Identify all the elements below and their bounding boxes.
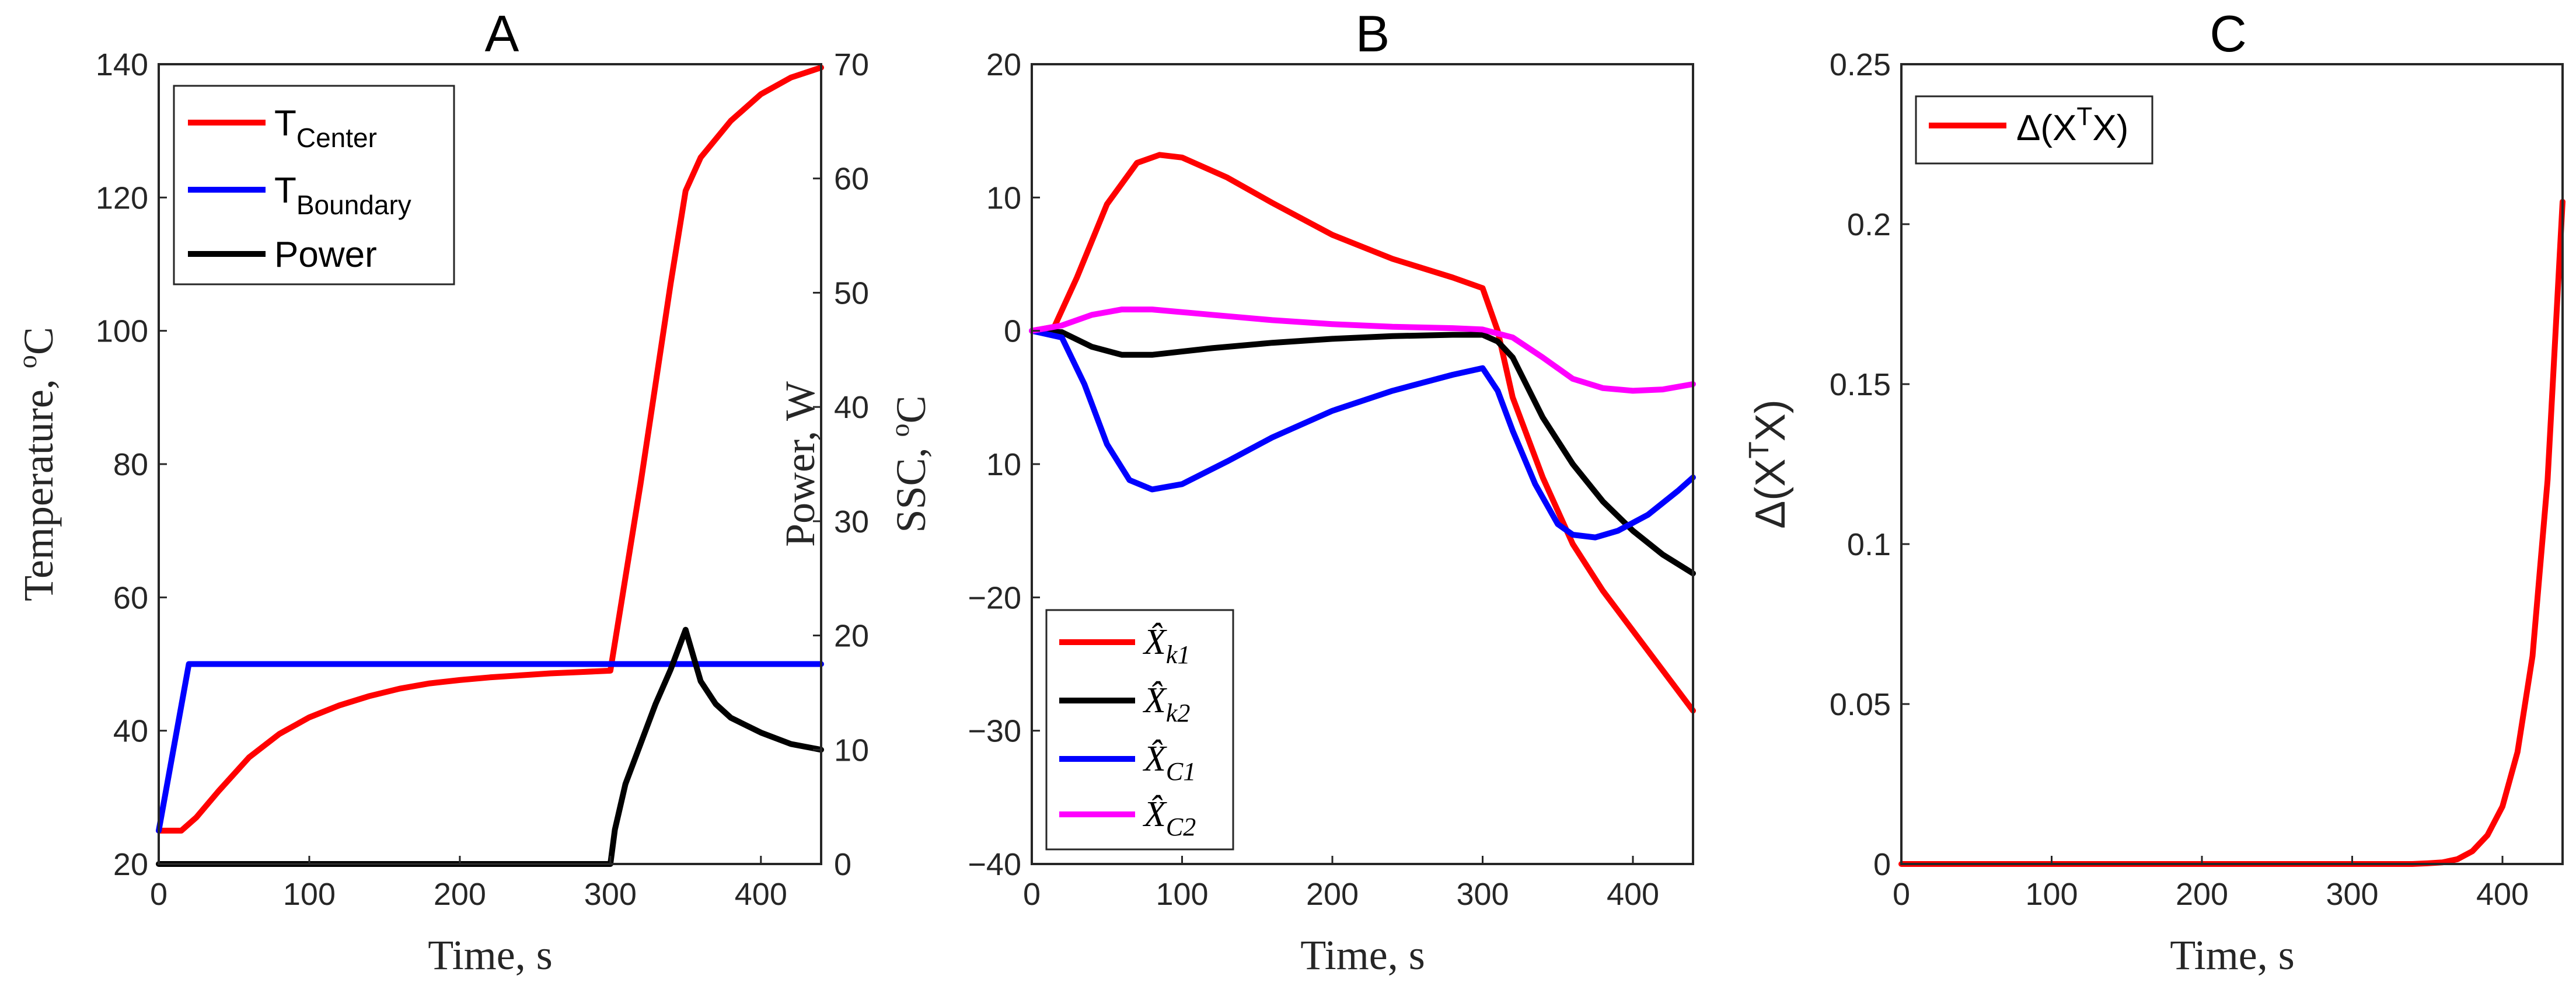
y-tick-label: 0.25 [1830, 47, 1891, 82]
x-tick-label: 100 [2025, 877, 2078, 912]
panel-a-y-label-degree: o [12, 355, 42, 368]
legend-label-xk2: X̂k2 [1142, 681, 1190, 727]
y-tick-label: 60 [113, 580, 148, 615]
panel-c-x-ticks: 0 100 200 300 400 [1893, 856, 2529, 912]
y-tick-label: 120 [96, 180, 148, 215]
x-tick-label: 200 [1306, 877, 1359, 912]
y-right-tick-label: 40 [834, 390, 869, 425]
x-tick-label: 0 [1023, 877, 1041, 912]
panel-a-series-line-1 [156, 661, 824, 834]
y-right-tick-label: 60 [834, 162, 869, 197]
y-tick-label: −20 [968, 580, 1021, 615]
panel-a-legend: TCenter TBoundary Power [173, 85, 455, 285]
x-tick-label: 200 [434, 877, 486, 912]
panel-a-y-label-unit: C [15, 327, 62, 355]
legend-label-power: Power [274, 235, 377, 275]
panel-a-series-line-2 [156, 626, 824, 867]
panel-c-x-label: Time, s [2170, 932, 2294, 978]
legend-label-delta: Δ(XTX) [2016, 102, 2128, 148]
panel-b-series-line-3 [1029, 306, 1696, 394]
y-tick-label: 0.05 [1830, 687, 1891, 722]
y-tick-label: 0.15 [1830, 367, 1891, 402]
panel-b-y-label-text: SSC, [888, 437, 934, 532]
y-tick-label: 0 [1004, 314, 1021, 349]
panel-a-x-label: Time, s [428, 932, 552, 978]
panel-b-series-line-0 [1029, 152, 1696, 714]
panel-b-legend: X̂k1 X̂k2 X̂C1 X̂C2 [1045, 609, 1234, 851]
panel-a-y-ticks: 20 40 60 80 100 120 140 [96, 47, 167, 882]
x-tick-label: 100 [283, 877, 336, 912]
x-tick-label: 200 [2176, 877, 2228, 912]
panel-b-x-label: Time, s [1300, 932, 1425, 978]
legend-label-t-center: TCenter [274, 103, 377, 153]
y-tick-label: −30 [968, 714, 1021, 749]
y-tick-label: 10 [986, 180, 1021, 215]
y-tick-label: 0.1 [1847, 527, 1891, 562]
panel-a-series-line-0 [156, 64, 824, 834]
legend-label-xc2: X̂C2 [1142, 795, 1196, 841]
y-tick-label: 0.2 [1847, 207, 1891, 242]
panel-c: C 0 100 200 300 400 0 0.05 0.1 0.15 0.2 0.25 Time… [1744, 5, 2565, 978]
y-tick-label: 100 [96, 314, 148, 349]
y-right-tick-label: 50 [834, 276, 869, 311]
y-right-tick-label: 20 [834, 619, 869, 654]
y-right-tick-label: 70 [834, 47, 869, 82]
panel-b-legend-box [1045, 609, 1234, 851]
panel-a-y-ticks-right: 0 10 20 30 40 50 60 70 [813, 47, 869, 882]
panel-a-series [156, 64, 824, 867]
panel-b-x-ticks: 0 100 200 300 400 [1023, 856, 1659, 912]
y-right-tick-label: 10 [834, 733, 869, 768]
y-tick-label: 140 [96, 47, 148, 82]
panel-c-legend: Δ(XTX) [1915, 95, 2153, 165]
y-tick-label: 20 [986, 47, 1021, 82]
x-tick-label: 400 [2476, 877, 2529, 912]
panel-c-y-ticks: 0 0.05 0.1 0.15 0.2 0.25 [1830, 47, 1910, 882]
panel-b-y-ticks: −40 −30 −20 10 0 10 20 [968, 47, 1040, 882]
panel-b-y-label-unit: C [888, 395, 934, 423]
y-right-tick-label: 30 [834, 504, 869, 539]
x-tick-label: 400 [735, 877, 787, 912]
y-tick-label: 20 [113, 847, 148, 882]
panel-c-title: C [2210, 5, 2247, 62]
panel-a-title: A [485, 5, 519, 62]
y-right-tick-label: 0 [834, 847, 851, 882]
panel-b-y-label: SSC, oC [885, 395, 934, 532]
legend-label-xc1: X̂C1 [1142, 739, 1196, 786]
x-tick-label: 0 [150, 877, 167, 912]
panel-c-y-label: Δ(XTX) [1744, 399, 1794, 528]
legend-label-t-boundary: TBoundary [274, 170, 411, 220]
x-tick-label: 300 [584, 877, 637, 912]
x-tick-label: 400 [1607, 877, 1659, 912]
y-tick-label: 10 [986, 447, 1021, 482]
y-tick-label: −40 [968, 847, 1021, 882]
legend-label-xk1: X̂k1 [1142, 622, 1190, 669]
y-tick-label: 40 [113, 714, 148, 749]
panel-a-x-ticks: 0 100 200 300 400 [150, 856, 787, 912]
panel-a-y-label: Temperature, oC [12, 327, 62, 601]
panel-b-series [1029, 152, 1696, 714]
y-tick-label: 0 [1873, 847, 1891, 882]
x-tick-label: 0 [1893, 877, 1910, 912]
panel-a-y-label-right: Power, W [777, 381, 823, 547]
y-tick-label: 80 [113, 447, 148, 482]
panel-b-y-label-degree: o [885, 423, 914, 437]
panel-b-series-line-2 [1029, 327, 1696, 541]
x-tick-label: 300 [2326, 877, 2378, 912]
x-tick-label: 100 [1156, 877, 1208, 912]
x-tick-label: 300 [1456, 877, 1509, 912]
panel-a: A 0 100 200 300 400 20 40 60 80 100 120 140 0 10 20 3… [12, 5, 869, 978]
panel-c-axes-box [1900, 63, 2564, 865]
panel-b-title: B [1356, 5, 1390, 62]
panel-c-legend-box [1915, 95, 2153, 165]
panel-b-series-line-1 [1029, 327, 1696, 577]
panel-a-y-label-text: Temperature, [15, 368, 62, 601]
